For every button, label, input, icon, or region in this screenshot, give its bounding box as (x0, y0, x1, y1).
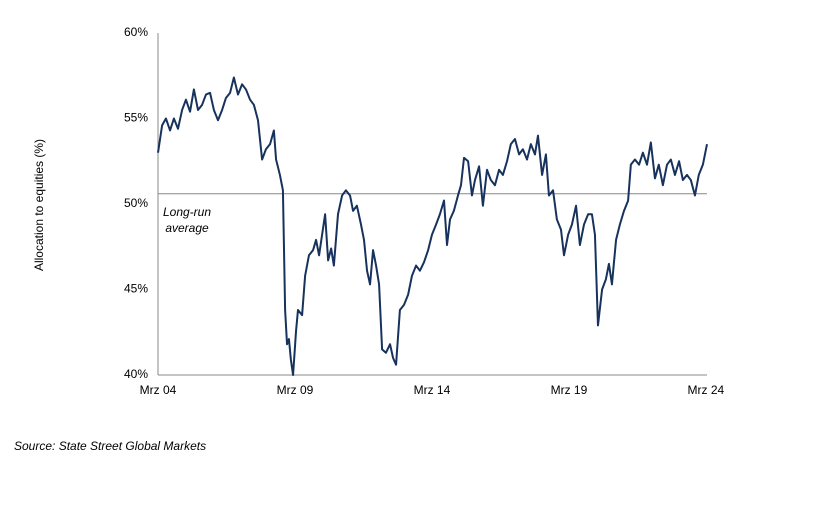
x-tick-label: Mrz 09 (277, 383, 314, 397)
y-tick-label: 55% (124, 111, 148, 125)
y-tick-label: 60% (124, 25, 148, 39)
source: Source: State Street Global Markets (14, 439, 206, 453)
y-tick-label: 40% (124, 367, 148, 381)
x-tick-label: Mrz 24 (688, 383, 725, 397)
x-tick-label: Mrz 19 (551, 383, 588, 397)
reference-label: Long-run (163, 205, 211, 219)
x-tick-label: Mrz 14 (414, 383, 451, 397)
reference-label: average (165, 221, 209, 235)
y-tick-label: 45% (124, 282, 148, 296)
x-tick-label: Mrz 04 (140, 383, 177, 397)
line-series (157, 76, 708, 376)
y-tick-label: 50% (124, 196, 148, 210)
y-axis-title: Allocation to equities (%) (32, 139, 46, 271)
